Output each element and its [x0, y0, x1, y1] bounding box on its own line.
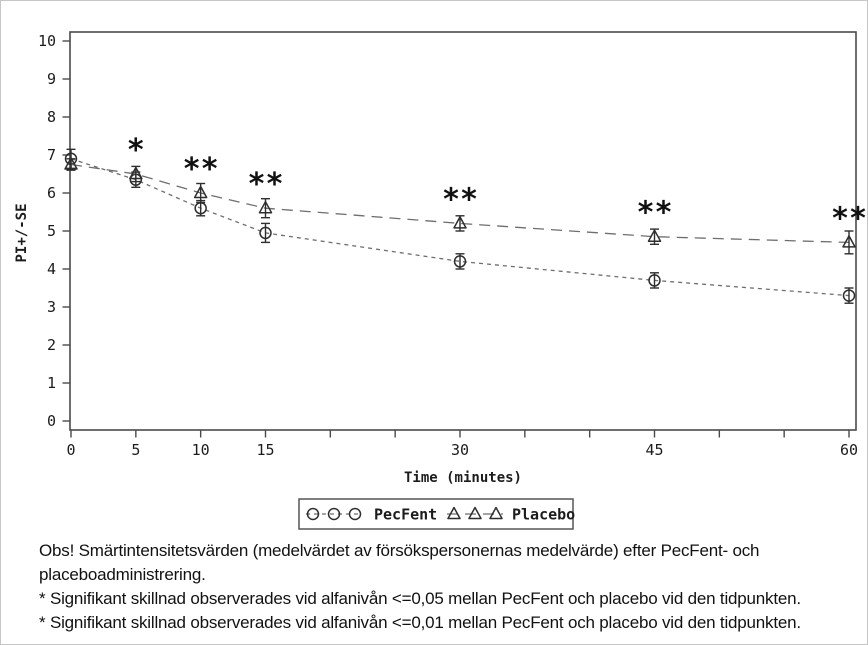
- data-point-marker: [842, 235, 856, 248]
- data-point-marker: [193, 185, 208, 199]
- significance-label: *: [127, 133, 145, 168]
- x-tick-label: 10: [192, 441, 210, 459]
- legend-label: Placebo: [512, 506, 575, 524]
- x-tick-label: 15: [256, 441, 274, 459]
- x-tick-label: 0: [66, 441, 75, 459]
- significance-label: **: [183, 152, 219, 187]
- data-point-marker: [489, 506, 503, 520]
- data-point-marker: [647, 229, 662, 242]
- caption-line: placeboadministrering.: [39, 565, 206, 584]
- data-point-marker: [327, 507, 341, 521]
- line-chart: 0 1 2 3 4 5 6 7 8 9 10 0 5 10 15 30 45 60 Time (minutes) PI…: [1, 1, 867, 536]
- data-point-marker: [468, 506, 482, 520]
- significance-markers: *** ** ** ** **: [127, 133, 867, 236]
- data-point-marker: [259, 226, 272, 240]
- x-axis-title: Time (minutes): [404, 470, 522, 486]
- data-point-marker: [348, 507, 362, 521]
- y-tick-label: 9: [47, 70, 56, 88]
- data-point-marker: [129, 166, 143, 180]
- legend-box: [298, 498, 574, 530]
- y-tick-label: 1: [47, 374, 56, 392]
- data-point-marker: [64, 157, 78, 170]
- legend: PecFent Placebo: [298, 498, 575, 530]
- significance-label: **: [442, 182, 478, 217]
- x-tick-label: 45: [645, 441, 663, 459]
- x-axis: 0 5 10 15 30 45 60: [66, 430, 858, 459]
- y-tick-label: 7: [47, 146, 56, 164]
- y-tick-label: 3: [47, 298, 56, 316]
- data-point-marker: [453, 255, 467, 268]
- series-placebo: [64, 157, 856, 255]
- data-point-marker: [453, 216, 467, 229]
- significance-label: **: [636, 196, 672, 231]
- x-tick-label: 5: [131, 441, 140, 459]
- data-point-marker: [842, 289, 856, 302]
- y-axis-title: PI+/-SE: [14, 203, 30, 262]
- y-tick-label: 6: [47, 184, 56, 202]
- y-tick-label: 8: [47, 108, 56, 126]
- figure-caption: Obs! Smärtintensitetsvärden (medelvärdet…: [39, 539, 849, 635]
- x-tick-label: 60: [840, 441, 858, 459]
- legend-label: PecFent: [374, 506, 437, 524]
- y-axis: 0 1 2 3 4 5 6 7 8 9 10: [38, 32, 70, 430]
- data-point-marker: [258, 200, 273, 214]
- y-tick-label: 5: [47, 222, 56, 240]
- y-tick-label: 10: [38, 32, 56, 50]
- significance-label: **: [831, 201, 867, 236]
- y-tick-label: 0: [47, 412, 56, 430]
- caption-line: * Signifikant skillnad observerades vid …: [39, 613, 801, 632]
- caption-line: * Signifikant skillnad observerades vid …: [39, 589, 801, 608]
- significance-label: **: [247, 167, 283, 202]
- y-tick-label: 4: [47, 260, 56, 278]
- data-point-marker: [447, 506, 461, 520]
- data-point-marker: [306, 507, 320, 521]
- y-tick-label: 2: [47, 336, 56, 354]
- caption-line: Obs! Smärtintensitetsvärden (medelvärdet…: [39, 541, 760, 560]
- x-tick-label: 30: [451, 441, 469, 459]
- data-point-marker: [648, 274, 661, 287]
